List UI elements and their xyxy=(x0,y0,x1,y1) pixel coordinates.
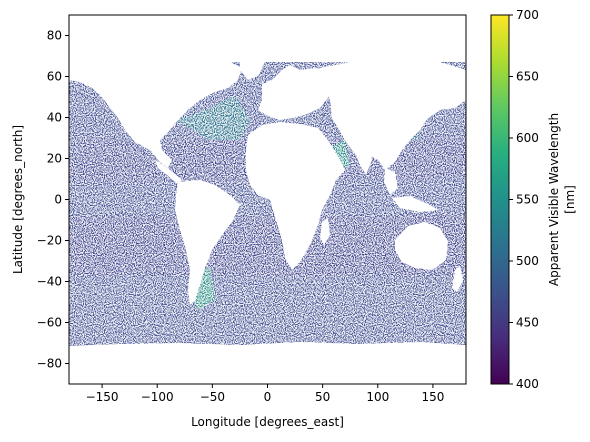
x-tick-label: −50 xyxy=(200,390,225,404)
y-tick-label: 0 xyxy=(54,193,62,207)
x-axis-label: Longitude [degrees_east] xyxy=(191,415,344,429)
colorbar-ticks: 400 450 500 550 600 650 700 xyxy=(509,8,539,391)
x-tick-label: 0 xyxy=(264,390,272,404)
y-tick-label: −80 xyxy=(37,357,62,371)
y-axis-label: Latitude [degrees_north] xyxy=(11,125,25,274)
colorbar-tick-label: 500 xyxy=(516,254,539,268)
antarctica-land xyxy=(69,342,466,384)
x-tick-label: −100 xyxy=(141,390,174,404)
colorbar-tick-label: 550 xyxy=(516,193,539,207)
x-axis-ticks: −150 −100 −50 0 50 100 150 xyxy=(86,384,444,404)
x-tick-label: 100 xyxy=(366,390,389,404)
arctic-cap xyxy=(69,15,466,61)
ocean-map xyxy=(69,15,466,384)
x-tick-label: −150 xyxy=(86,390,119,404)
y-tick-label: 60 xyxy=(47,70,62,84)
x-tick-label: 150 xyxy=(421,390,444,404)
y-tick-label: 40 xyxy=(47,111,62,125)
x-tick-label: 50 xyxy=(315,390,330,404)
y-tick-label: −20 xyxy=(37,234,62,248)
colorbar-label-line2: [nm] xyxy=(563,185,577,214)
colorbar-tick-label: 400 xyxy=(516,377,539,391)
y-tick-label: 20 xyxy=(47,152,62,166)
cloud-gap-speckle xyxy=(69,62,466,347)
colorbar xyxy=(490,14,510,385)
colorbar-tick-label: 450 xyxy=(516,316,539,330)
y-tick-label: −40 xyxy=(37,275,62,289)
y-tick-label: −60 xyxy=(37,316,62,330)
colorbar-tick-label: 700 xyxy=(516,8,539,22)
y-tick-label: 80 xyxy=(47,29,62,43)
colorbar-label-line1: Apparent Visible Wavelength xyxy=(547,113,561,286)
colorbar-tick-label: 650 xyxy=(516,70,539,84)
y-axis-ticks: −80 −60 −40 −20 0 20 40 60 80 xyxy=(37,29,69,371)
colorbar-tick-label: 600 xyxy=(516,131,539,145)
